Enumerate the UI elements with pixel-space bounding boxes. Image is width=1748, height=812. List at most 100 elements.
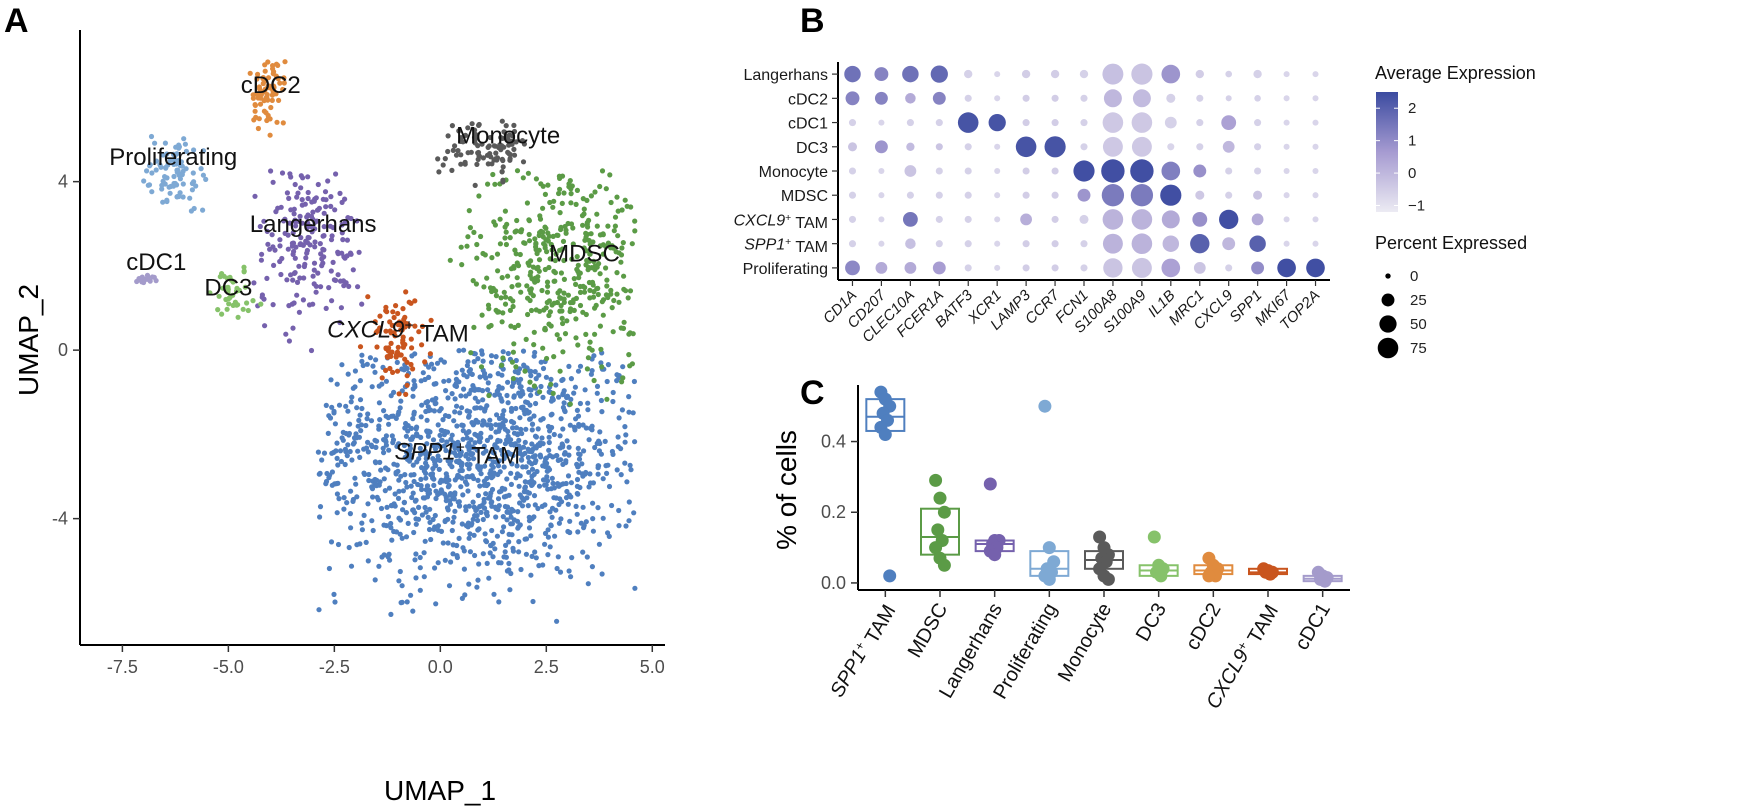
umap-point bbox=[615, 208, 621, 214]
umap-point bbox=[492, 546, 498, 552]
umap-point bbox=[317, 504, 324, 510]
umap-point bbox=[412, 557, 418, 563]
dotplot-dot bbox=[1225, 70, 1232, 78]
umap-point bbox=[366, 477, 372, 484]
umap-point bbox=[513, 364, 519, 370]
boxplot-axes: 0.00.20.4 bbox=[821, 385, 1350, 597]
umap-point bbox=[446, 378, 452, 384]
umap-point bbox=[423, 475, 429, 481]
umap-point bbox=[559, 246, 566, 252]
dotplot-dot bbox=[847, 142, 858, 152]
umap-point bbox=[575, 445, 581, 451]
umap-point bbox=[505, 379, 511, 385]
umap-point bbox=[464, 474, 470, 480]
umap-point bbox=[533, 434, 540, 440]
umap-point bbox=[511, 152, 518, 158]
umap-point bbox=[473, 281, 479, 287]
dotplot-dot bbox=[902, 211, 918, 227]
umap-point bbox=[308, 213, 315, 220]
umap-point bbox=[614, 378, 620, 384]
umap-point bbox=[458, 152, 464, 158]
umap-point bbox=[381, 522, 387, 528]
umap-point bbox=[547, 256, 553, 262]
umap-point bbox=[479, 348, 485, 354]
umap-point bbox=[581, 448, 587, 454]
umap-point bbox=[405, 428, 411, 434]
umap-point bbox=[586, 217, 592, 223]
umap-point bbox=[529, 427, 535, 433]
umap-point bbox=[329, 404, 335, 410]
umap-point bbox=[394, 368, 401, 374]
umap-point bbox=[482, 463, 488, 469]
umap-point bbox=[290, 230, 296, 236]
umap-point bbox=[393, 303, 399, 309]
umap-point bbox=[354, 405, 360, 411]
umap-point bbox=[262, 62, 268, 68]
umap-point bbox=[490, 464, 496, 470]
panel-b-letter: B bbox=[800, 2, 825, 40]
umap-point bbox=[561, 290, 567, 296]
dotplot-dot bbox=[988, 113, 1006, 132]
umap-x-tick-label: 5.0 bbox=[640, 657, 665, 677]
dotplot-dot bbox=[994, 240, 1001, 247]
umap-point bbox=[597, 323, 604, 329]
umap-point bbox=[449, 167, 455, 173]
umap-point bbox=[625, 295, 631, 301]
umap-point bbox=[462, 132, 469, 138]
umap-point bbox=[558, 270, 565, 276]
umap-point bbox=[433, 495, 439, 502]
umap-point bbox=[574, 476, 581, 483]
umap-point bbox=[502, 549, 508, 555]
umap-point bbox=[552, 533, 558, 539]
dotplot-dot bbox=[1102, 136, 1123, 157]
umap-point bbox=[432, 565, 438, 571]
umap-point bbox=[544, 478, 551, 484]
umap-point bbox=[525, 454, 532, 461]
umap-point bbox=[395, 495, 402, 501]
umap-point bbox=[153, 167, 159, 173]
umap-point bbox=[435, 523, 441, 529]
umap-point bbox=[506, 142, 512, 148]
boxplot-point bbox=[929, 473, 943, 487]
umap-point bbox=[498, 147, 504, 153]
dotplot-dot bbox=[878, 192, 885, 199]
umap-point bbox=[365, 411, 371, 417]
umap-point bbox=[158, 164, 164, 170]
umap-point bbox=[621, 286, 627, 292]
umap-point bbox=[322, 189, 329, 195]
umap-point bbox=[561, 276, 568, 282]
umap-point bbox=[376, 383, 382, 389]
dotplot-dot bbox=[1196, 94, 1204, 102]
umap-point bbox=[403, 391, 409, 397]
umap-point bbox=[528, 373, 534, 379]
umap-point bbox=[522, 450, 528, 456]
umap-point bbox=[167, 157, 173, 164]
umap-point bbox=[483, 448, 489, 454]
umap-point bbox=[496, 599, 502, 605]
umap-point bbox=[604, 277, 610, 283]
umap-point bbox=[384, 504, 390, 510]
dotplot-dot bbox=[1251, 261, 1265, 275]
umap-point bbox=[501, 554, 507, 560]
umap-point bbox=[466, 391, 472, 397]
umap-point bbox=[357, 344, 364, 350]
dotplot-dot bbox=[932, 91, 946, 105]
umap-point bbox=[408, 472, 414, 478]
umap-point bbox=[149, 274, 155, 280]
umap-point bbox=[510, 375, 516, 382]
dotplot-row-label-sup: + bbox=[785, 237, 791, 248]
boxplot-point bbox=[1318, 574, 1332, 588]
umap-point bbox=[178, 171, 184, 177]
umap-point bbox=[510, 548, 516, 554]
umap-point bbox=[592, 444, 598, 451]
umap-point bbox=[183, 148, 189, 154]
umap-point bbox=[193, 183, 199, 189]
dotplot-dot bbox=[1283, 192, 1290, 199]
umap-point bbox=[533, 241, 539, 247]
umap-point bbox=[532, 279, 538, 285]
umap-point bbox=[467, 409, 473, 415]
umap-point bbox=[314, 218, 320, 224]
umap-point bbox=[556, 394, 562, 400]
umap-point bbox=[270, 66, 276, 72]
umap-point bbox=[512, 441, 518, 447]
